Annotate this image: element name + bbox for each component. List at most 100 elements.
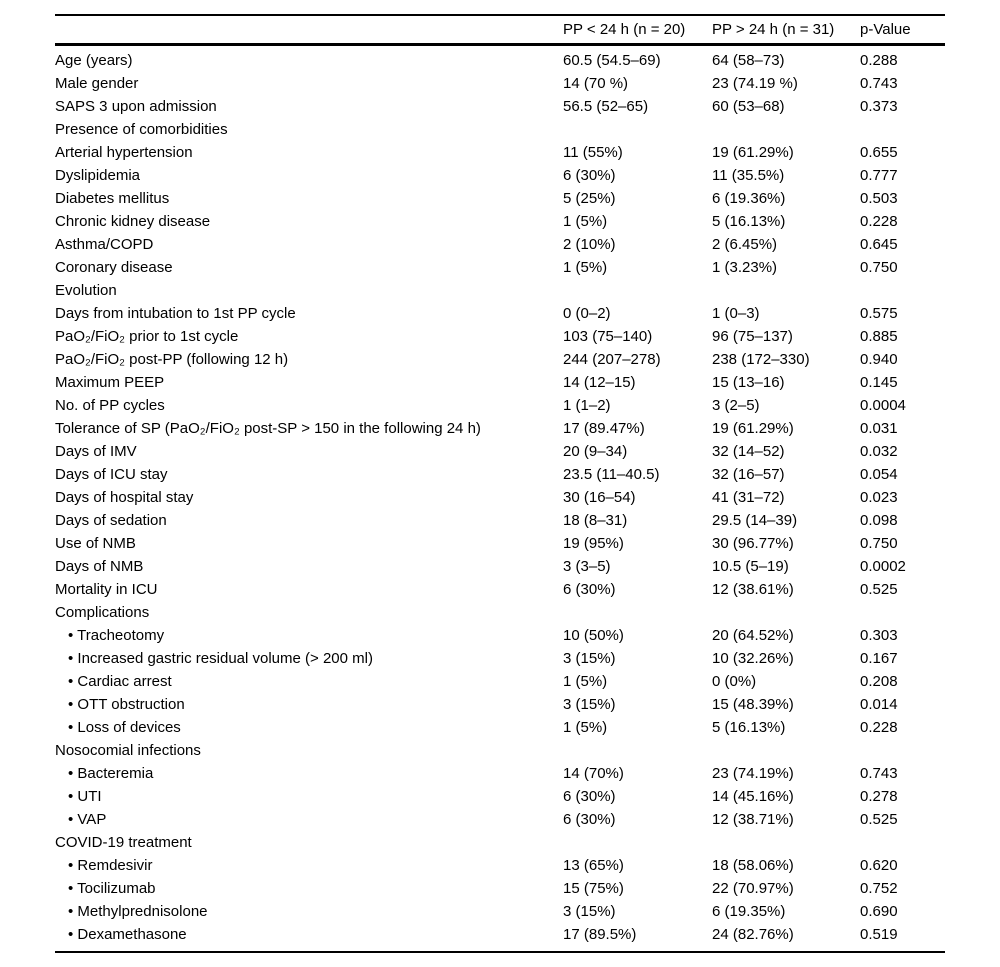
- row-label: Days of ICU stay: [55, 466, 168, 483]
- cell-pp-lt24h: [563, 279, 712, 302]
- row-label: Evolution: [55, 282, 117, 299]
- cell-p-value: 0.655: [860, 144, 898, 161]
- row-label: Diabetes mellitus: [55, 190, 170, 207]
- table-row: • OTT obstruction 3 (15%) 15 (48.39%) 0.…: [55, 693, 945, 716]
- cell-pp-gt24h: 3 (2–5): [712, 397, 760, 414]
- cell-pp-lt24h: 60.5 (54.5–69): [563, 52, 661, 69]
- table-body: Age (years) 60.5 (54.5–69) 64 (58–73) 0.…: [55, 45, 945, 953]
- cell-p-value: [860, 601, 945, 624]
- table-row: Chronic kidney disease 1 (5%) 5 (16.13%)…: [55, 210, 945, 233]
- row-label: Days of sedation: [55, 512, 167, 529]
- header-pp-gt24h: PP > 24 h (n = 31): [712, 15, 860, 46]
- cell-pp-lt24h: [563, 601, 712, 624]
- cell-p-value: 0.752: [860, 880, 898, 897]
- cell-p-value: 0.743: [860, 765, 898, 782]
- cell-pp-gt24h: 10.5 (5–19): [712, 558, 789, 575]
- row-label: • Increased gastric residual volume (> 2…: [68, 650, 373, 667]
- cell-p-value: [860, 831, 945, 854]
- cell-p-value: 0.167: [860, 650, 898, 667]
- cell-pp-gt24h: 5 (16.13%): [712, 213, 786, 230]
- cell-pp-lt24h: 14 (70%): [563, 765, 624, 782]
- table-row: • UTI 6 (30%) 14 (45.16%) 0.278: [55, 785, 945, 808]
- cell-p-value: 0.032: [860, 443, 898, 460]
- cell-pp-gt24h: 20 (64.52%): [712, 627, 794, 644]
- table-row: Nosocomial infections: [55, 739, 945, 762]
- cell-pp-lt24h: 6 (30%): [563, 581, 616, 598]
- row-label: PaO₂/FiO₂ post-PP (following 12 h): [55, 351, 289, 368]
- cell-pp-lt24h: 6 (30%): [563, 167, 616, 184]
- table-row: • Cardiac arrest 1 (5%) 0 (0%) 0.208: [55, 670, 945, 693]
- cell-pp-gt24h: 29.5 (14–39): [712, 512, 798, 529]
- cell-pp-gt24h: 12 (38.61%): [712, 581, 794, 598]
- cell-pp-lt24h: 13 (65%): [563, 857, 624, 874]
- table-row: Male gender 14 (70 %) 23 (74.19 %) 0.743: [55, 72, 945, 95]
- table-row: • VAP 6 (30%) 12 (38.71%) 0.525: [55, 808, 945, 831]
- row-label: • Cardiac arrest: [68, 673, 172, 690]
- cell-pp-gt24h: 23 (74.19%): [712, 765, 794, 782]
- cell-pp-gt24h: [712, 118, 860, 141]
- cell-pp-gt24h: 1 (3.23%): [712, 259, 778, 276]
- row-label: Tolerance of SP (PaO₂/FiO₂ post-SP > 150…: [55, 420, 481, 437]
- cell-p-value: 0.228: [860, 213, 898, 230]
- row-label: Days of IMV: [55, 443, 137, 460]
- row-label: • Bacteremia: [68, 765, 154, 782]
- cell-p-value: 0.303: [860, 627, 898, 644]
- cell-pp-lt24h: 6 (30%): [563, 811, 616, 828]
- row-label: Days of hospital stay: [55, 489, 194, 506]
- row-label: Days from intubation to 1st PP cycle: [55, 305, 296, 322]
- cell-pp-lt24h: 30 (16–54): [563, 489, 636, 506]
- row-label: • Methylprednisolone: [68, 903, 208, 920]
- cell-pp-gt24h: 6 (19.36%): [712, 190, 786, 207]
- cell-p-value: 0.023: [860, 489, 898, 506]
- cell-pp-gt24h: 18 (58.06%): [712, 857, 794, 874]
- row-label: Mortality in ICU: [55, 581, 158, 598]
- cell-pp-lt24h: 2 (10%): [563, 236, 616, 253]
- cell-p-value: 0.228: [860, 719, 898, 736]
- cell-pp-lt24h: 6 (30%): [563, 788, 616, 805]
- cell-pp-gt24h: 41 (31–72): [712, 489, 785, 506]
- row-label: • VAP: [68, 811, 107, 828]
- cell-p-value: 0.014: [860, 696, 898, 713]
- cell-pp-lt24h: 17 (89.5%): [563, 926, 637, 943]
- cell-p-value: 0.208: [860, 673, 898, 690]
- cell-pp-lt24h: 14 (70 %): [563, 75, 629, 92]
- cell-p-value: 0.885: [860, 328, 898, 345]
- row-label: • Tracheotomy: [68, 627, 165, 644]
- table-row: • Dexamethasone 17 (89.5%) 24 (82.76%) 0…: [55, 923, 945, 952]
- row-label: Use of NMB: [55, 535, 136, 552]
- row-label: • OTT obstruction: [68, 696, 185, 713]
- cell-pp-lt24h: 14 (12–15): [563, 374, 636, 391]
- header-row: PP < 24 h (n = 20) PP > 24 h (n = 31) p-…: [55, 15, 945, 46]
- row-label: Arterial hypertension: [55, 144, 193, 161]
- cell-pp-lt24h: 17 (89.47%): [563, 420, 645, 437]
- table-row: Use of NMB 19 (95%) 30 (96.77%) 0.750: [55, 532, 945, 555]
- cell-pp-gt24h: 14 (45.16%): [712, 788, 794, 805]
- header-variable-column: [55, 15, 563, 46]
- cell-pp-gt24h: 19 (61.29%): [712, 420, 794, 437]
- cell-p-value: 0.054: [860, 466, 898, 483]
- cell-pp-gt24h: 30 (96.77%): [712, 535, 794, 552]
- row-label: • Loss of devices: [68, 719, 181, 736]
- cell-pp-gt24h: 32 (14–52): [712, 443, 785, 460]
- row-label: • UTI: [68, 788, 102, 805]
- cell-pp-gt24h: 12 (38.71%): [712, 811, 794, 828]
- cell-pp-gt24h: 0 (0%): [712, 673, 757, 690]
- cell-p-value: 0.620: [860, 857, 898, 874]
- cell-pp-gt24h: 11 (35.5%): [712, 167, 785, 184]
- table-row: Coronary disease 1 (5%) 1 (3.23%) 0.750: [55, 256, 945, 279]
- cell-pp-gt24h: 5 (16.13%): [712, 719, 786, 736]
- cell-p-value: 0.098: [860, 512, 898, 529]
- row-label: Coronary disease: [55, 259, 173, 276]
- cell-pp-lt24h: 56.5 (52–65): [563, 98, 649, 115]
- cell-p-value: 0.645: [860, 236, 898, 253]
- cell-p-value: 0.525: [860, 811, 898, 828]
- row-label: Maximum PEEP: [55, 374, 165, 391]
- cell-p-value: 0.525: [860, 581, 898, 598]
- table-row: SAPS 3 upon admission 56.5 (52–65) 60 (5…: [55, 95, 945, 118]
- cell-pp-lt24h: 3 (15%): [563, 696, 616, 713]
- cell-pp-lt24h: 10 (50%): [563, 627, 624, 644]
- cell-pp-gt24h: 10 (32.26%): [712, 650, 794, 667]
- row-label: Male gender: [55, 75, 139, 92]
- cell-pp-gt24h: 24 (82.76%): [712, 926, 794, 943]
- cell-pp-gt24h: 32 (16–57): [712, 466, 785, 483]
